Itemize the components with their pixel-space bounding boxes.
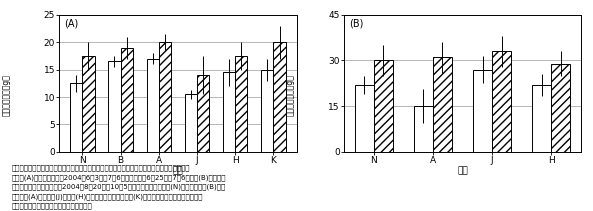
Bar	[146, 59, 159, 152]
Bar	[433, 57, 452, 152]
Text: （栽培期間および冷却期間2004年8月20日〜10月5日）。品種はノーベル(N)、晩抽バルク(B)、ア: （栽培期間および冷却期間2004年8月20日〜10月5日）。品種はノーベル(N)…	[12, 184, 226, 190]
Bar	[262, 70, 273, 152]
Bar	[197, 75, 209, 152]
Text: 地上部新鮮重（g）: 地上部新鮮重（g）	[286, 74, 295, 116]
X-axis label: 品種: 品種	[457, 166, 468, 176]
Text: (A): (A)	[64, 19, 78, 29]
Bar	[473, 70, 492, 152]
Bar	[355, 85, 374, 152]
Text: (B): (B)	[349, 19, 363, 29]
Bar	[70, 83, 82, 152]
Text: 地上部新鮮重（g）: 地上部新鮮重（g）	[1, 74, 11, 116]
Bar	[533, 85, 551, 152]
Bar	[235, 56, 247, 152]
X-axis label: 品種: 品種	[173, 166, 183, 176]
Bar	[551, 64, 570, 152]
Text: 図４　多孔質フィルム製ダクトを利用した根域冷却装置の利用がホウレンソウの生育に及ぼす: 図４ 多孔質フィルム製ダクトを利用した根域冷却装置の利用がホウレンソウの生育に及…	[12, 165, 190, 171]
Text: 影響。(A)水耕（栽培期間2004年6月3日〜7月6日、冷却期間6月25日〜7月6日）　(B)地床栽培: 影響。(A)水耕（栽培期間2004年6月3日〜7月6日、冷却期間6月25日〜7月…	[12, 174, 227, 181]
Text: 区、（　　　）冷却区。バーは標準偏差。: 区、（ ）冷却区。バーは標準偏差。	[12, 203, 93, 209]
Bar	[82, 56, 94, 152]
Bar	[223, 72, 235, 152]
Bar	[159, 42, 171, 152]
Bar	[185, 94, 197, 152]
Bar	[273, 42, 286, 152]
Bar	[492, 51, 511, 152]
Bar	[414, 106, 433, 152]
Text: クティブ(A)、次郎丸(J)、豊葉(H)、キングオブデンマーク(K)を使用した。（　　　　）対照: クティブ(A)、次郎丸(J)、豊葉(H)、キングオブデンマーク(K)を使用した。…	[12, 193, 203, 200]
Bar	[374, 61, 393, 152]
Bar	[120, 48, 133, 152]
Bar	[109, 61, 120, 152]
